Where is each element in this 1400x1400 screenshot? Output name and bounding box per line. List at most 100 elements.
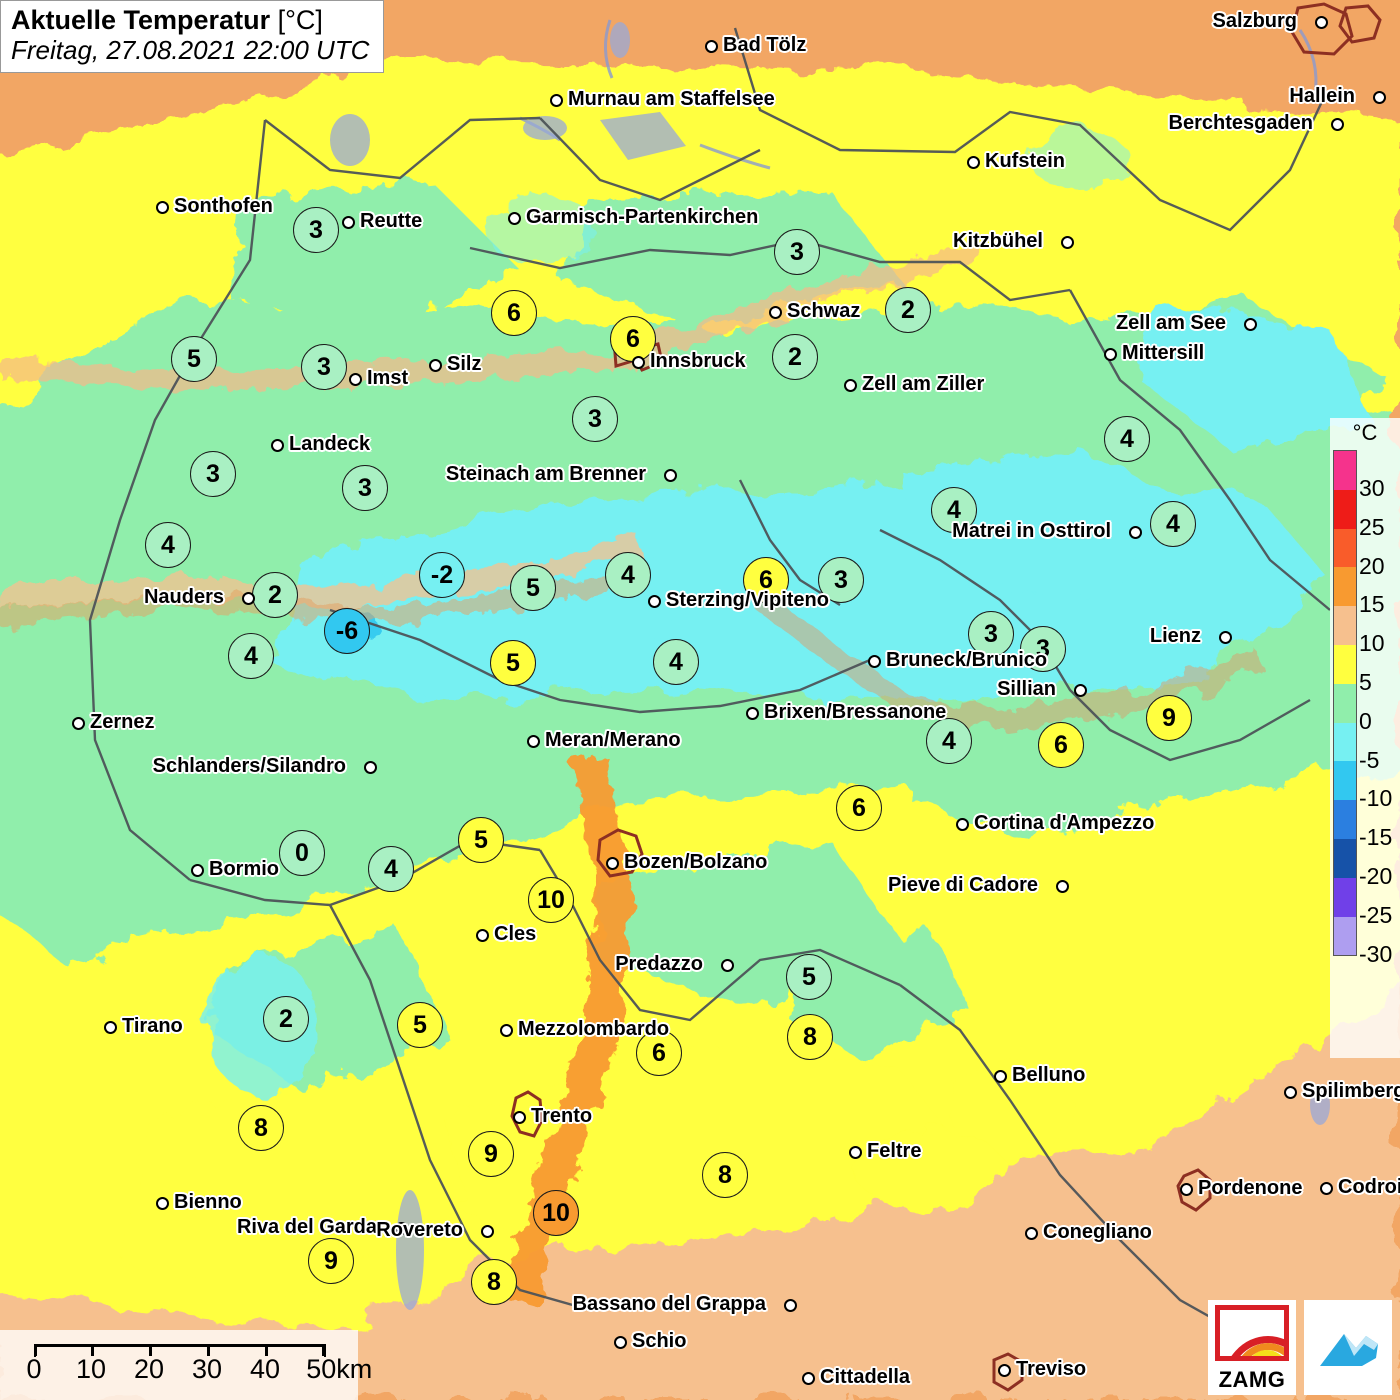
city-dot-icon [191, 864, 204, 877]
station-temperature-marker[interactable]: 5 [171, 336, 217, 382]
station-temperature-marker[interactable]: 5 [786, 954, 832, 1000]
legend-tick: -10 [1359, 785, 1393, 812]
station-temperature-marker[interactable]: 9 [468, 1131, 514, 1177]
legend-swatch [1334, 800, 1356, 839]
station-temperature-marker[interactable]: 6 [610, 316, 656, 362]
city-label: Cittadella [820, 1366, 911, 1388]
station-temperature-marker[interactable]: 5 [510, 565, 556, 611]
station-temperature-marker[interactable]: 4 [145, 522, 191, 568]
city-dot-icon [784, 1299, 797, 1312]
city-label: Schwaz [787, 300, 861, 322]
legend-tick: 20 [1359, 552, 1385, 579]
station-temperature-marker[interactable]: 5 [397, 1002, 443, 1048]
city-dot-icon [104, 1021, 117, 1034]
city-dot-icon [956, 818, 969, 831]
station-temperature-marker[interactable]: -6 [324, 608, 370, 654]
station-temperature-marker[interactable]: 2 [885, 287, 931, 333]
city-label: Bormio [209, 858, 279, 880]
city-dot-icon [481, 1225, 494, 1238]
station-temperature-marker[interactable]: 3 [572, 396, 618, 442]
legend-tick: 30 [1359, 475, 1385, 501]
city-label: Innsbruck [650, 350, 746, 372]
city-dot-icon [721, 959, 734, 972]
station-temperature-marker[interactable]: -2 [419, 552, 465, 598]
legend-swatch [1334, 838, 1356, 878]
zamg-rainbow-icon [1215, 1305, 1289, 1361]
station-temperature-marker[interactable]: 4 [931, 487, 977, 533]
city-dot-icon [802, 1372, 815, 1385]
station-temperature-marker[interactable]: 5 [490, 640, 536, 686]
station-temperature-marker[interactable]: 8 [787, 1014, 833, 1060]
city-dot-icon [156, 1197, 169, 1210]
logo-group: ZAMG [1208, 1300, 1392, 1395]
city-dot-icon [242, 592, 255, 605]
station-temperature-marker[interactable]: 3 [301, 344, 347, 390]
city-label: Coneglianо [1043, 1221, 1152, 1243]
zamg-logo[interactable]: ZAMG [1208, 1300, 1296, 1395]
station-temperature-marker[interactable]: 4 [228, 633, 274, 679]
scale-label: 40 [249, 1354, 281, 1384]
station-temperature-marker[interactable]: 6 [836, 785, 882, 831]
city-dot-icon [606, 857, 619, 870]
station-temperature-marker[interactable]: 2 [263, 996, 309, 1042]
station-temperature-marker[interactable]: 4 [368, 846, 414, 892]
station-temperature-marker[interactable]: 3 [342, 465, 388, 511]
legend-tick-labels: 30 25 20 15 10 5 0 -5 -10 -15 -20 -25 -30 [1356, 450, 1400, 967]
station-temperature-marker[interactable]: 6 [636, 1030, 682, 1076]
station-temperature-marker[interactable]: 5 [458, 817, 504, 863]
city-label: Reutte [360, 210, 423, 232]
city-dot-icon [1315, 16, 1328, 29]
station-temperature-marker[interactable]: 3 [1020, 626, 1066, 672]
city-label: Predazzo [615, 953, 703, 975]
city-dot-icon [664, 469, 677, 482]
scale-label: 20 [133, 1354, 165, 1384]
city-dot-icon [1244, 318, 1257, 331]
city-label: Salzburg [1212, 10, 1297, 32]
city-dot-icon [500, 1024, 513, 1037]
legend-unit-label: °C [1352, 420, 1378, 445]
station-temperature-marker[interactable]: 4 [653, 639, 699, 685]
station-temperature-marker[interactable]: 6 [1038, 722, 1084, 768]
station-temperature-marker[interactable]: 3 [968, 611, 1014, 657]
station-temperature-marker[interactable]: 2 [252, 572, 298, 618]
legend-tick: -25 [1359, 901, 1393, 928]
city-label: Riva del Garda [236, 1216, 377, 1238]
station-temperature-marker[interactable]: 6 [743, 557, 789, 603]
station-temperature-marker[interactable]: 3 [293, 207, 339, 253]
city-label: Pieve di Cadore [887, 874, 1038, 896]
station-temperature-marker[interactable]: 6 [491, 290, 537, 336]
station-temperature-marker[interactable]: 8 [238, 1105, 284, 1151]
station-temperature-marker[interactable]: 9 [1146, 695, 1192, 741]
station-temperature-marker[interactable]: 8 [702, 1152, 748, 1198]
scale-tick [34, 1344, 37, 1356]
station-temperature-marker[interactable]: 4 [1150, 501, 1196, 547]
city-dot-icon [156, 201, 169, 214]
station-temperature-marker[interactable]: 3 [818, 557, 864, 603]
station-temperature-marker[interactable]: 9 [308, 1238, 354, 1284]
city-label: Zell am See [1115, 312, 1226, 334]
map-datetime: Freitag, 27.08.2021 22:00 UTC [11, 35, 370, 66]
station-temperature-marker[interactable]: 3 [774, 229, 820, 275]
station-temperature-marker[interactable]: 4 [1104, 416, 1150, 462]
station-temperature-marker[interactable]: 0 [279, 830, 325, 876]
map-title-box: Aktuelle Temperatur [°C] Freitag, 27.08.… [0, 0, 385, 73]
station-temperature-marker[interactable]: 10 [533, 1190, 579, 1236]
station-temperature-marker[interactable]: 4 [926, 718, 972, 764]
city-label: Schlanders/Silandro [152, 755, 346, 777]
city-dot-icon [1373, 91, 1386, 104]
city-dot-icon [868, 655, 881, 668]
legend-tick: -15 [1359, 824, 1393, 851]
station-temperature-marker[interactable]: 8 [471, 1259, 517, 1305]
city-label: Bad Tölz [723, 34, 807, 56]
station-temperature-marker[interactable]: 10 [528, 877, 574, 923]
station-temperature-marker[interactable]: 4 [605, 552, 651, 598]
station-temperature-marker[interactable]: 3 [190, 451, 236, 497]
legend-swatch [1334, 567, 1356, 607]
alps-logo[interactable] [1304, 1300, 1392, 1395]
city-dot-icon [395, 1222, 408, 1235]
city-label: Garmisch-Partenkirchen [526, 206, 759, 228]
legend-tick: 10 [1359, 630, 1385, 657]
legend-swatch [1334, 451, 1356, 490]
station-temperature-marker[interactable]: 2 [772, 334, 818, 380]
